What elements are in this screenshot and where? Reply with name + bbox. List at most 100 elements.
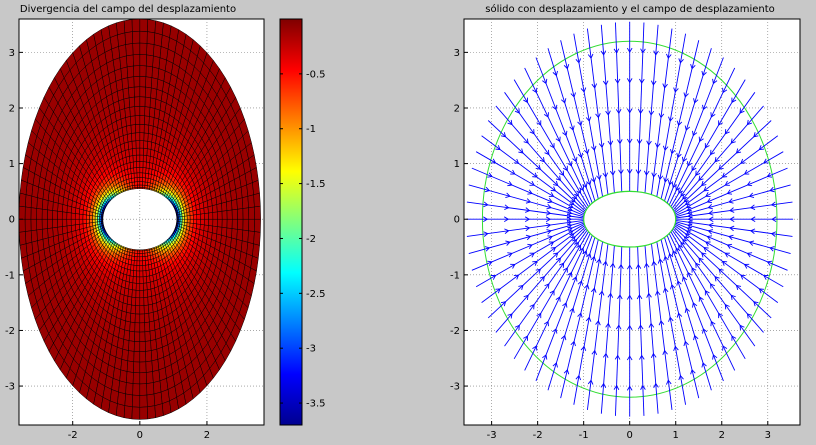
arrow-head: [682, 194, 688, 200]
mesh-cell: [139, 147, 144, 156]
arrow-head: [613, 48, 620, 54]
mesh-cell: [144, 86, 152, 99]
displacement-arrow: [615, 22, 623, 192]
mesh-cell: [153, 32, 163, 47]
displacement-arrow: [547, 48, 596, 202]
arrow-head: [662, 287, 669, 293]
mesh-cell: [132, 383, 141, 396]
mesh-cell: [125, 382, 134, 396]
mesh-cell: [147, 124, 154, 135]
arrow-head: [545, 216, 552, 223]
mesh-cell: [61, 218, 68, 227]
arrow-head: [626, 385, 633, 391]
mesh-cell: [139, 289, 145, 299]
mesh-cell: [236, 197, 244, 210]
arrow-head: [544, 283, 550, 289]
mesh-cell: [132, 394, 141, 408]
arrow-head: [553, 180, 559, 187]
mesh-cell: [136, 276, 141, 284]
displacement-arrows: [466, 21, 794, 417]
arrow-head: [676, 152, 682, 159]
colorbar-tick-label: -1.5: [306, 179, 326, 190]
arrow-head: [617, 294, 623, 300]
displacement-arrow: [524, 67, 591, 206]
arrow-head: [553, 252, 559, 258]
mesh-cell: [82, 214, 87, 220]
mesh-cell: [130, 115, 136, 126]
arrow-head: [663, 177, 669, 183]
arrow-head: [731, 335, 737, 341]
arrow-head: [591, 83, 598, 89]
arrow-head: [651, 172, 657, 178]
arrow-head: [507, 119, 513, 126]
arrow-head: [577, 152, 584, 159]
arrow-head: [687, 271, 693, 278]
arrow-head: [586, 180, 592, 186]
mesh-cell: [139, 30, 148, 44]
arrow-head: [605, 322, 611, 328]
arrow-head: [560, 98, 567, 104]
arrow-head: [536, 120, 542, 126]
arrow-head: [580, 345, 587, 352]
mesh-cell: [221, 226, 228, 237]
arrow-head: [500, 132, 507, 138]
mesh-cell: [115, 403, 126, 419]
arrow-head: [770, 231, 777, 237]
mesh-cell: [18, 231, 27, 246]
arrow-head: [525, 225, 531, 232]
mesh-cell: [121, 348, 129, 362]
displacement-arrow: [600, 24, 615, 194]
arrow-head: [698, 257, 704, 263]
arrow-head: [580, 87, 587, 93]
mesh-cell: [221, 201, 228, 212]
mesh-cell: [146, 43, 155, 57]
arrow-head: [684, 200, 691, 206]
arrow-head: [703, 247, 709, 253]
arrow-head: [555, 175, 562, 181]
arrow-head: [702, 328, 708, 334]
displacement-arrow: [524, 233, 591, 371]
arrow-head: [728, 234, 734, 241]
mesh-cell: [131, 18, 141, 32]
divergence-plot: -2 0 2 -3 -2 -1 0 1 2 3 Divergencia del campo del…: [5, 4, 265, 441]
mesh-cell: [153, 391, 163, 406]
mesh-cell: [115, 20, 126, 36]
mesh-cell: [131, 406, 141, 420]
mesh-cell: [52, 210, 58, 220]
arrow-head: [712, 354, 718, 360]
mesh-cell: [139, 351, 147, 363]
right-axis-ticks: -3 -2 -1 0 1 2 3 -3 -2 -1 0 1 2 3: [450, 48, 771, 441]
mesh-cell: [117, 391, 126, 406]
displacement-arrow: [675, 184, 791, 218]
mesh-cell: [196, 213, 201, 220]
mesh-cell: [118, 380, 127, 395]
mesh-cell: [133, 76, 141, 88]
mesh-cell: [122, 339, 130, 351]
mesh-cell: [127, 76, 135, 89]
arrow-head: [505, 240, 511, 246]
arrow-head: [749, 228, 756, 234]
arrow-head: [701, 252, 707, 258]
arrow-head: [643, 262, 650, 268]
arrow-head: [548, 192, 555, 197]
arrow-head: [562, 165, 568, 172]
displacement-arrow: [670, 79, 746, 208]
arrow-head: [529, 303, 535, 310]
arrow-head: [740, 158, 746, 164]
y-tick-label: 1: [9, 159, 15, 170]
arrow-head: [657, 174, 664, 181]
arrow-head: [602, 352, 609, 358]
mesh-cell: [57, 202, 64, 213]
mesh-cell: [139, 65, 147, 77]
arrow-head: [703, 186, 709, 192]
mesh-cell: [216, 226, 223, 236]
arrow-head: [598, 290, 605, 296]
arrow-head: [695, 262, 701, 268]
mesh-cell: [47, 209, 53, 220]
mesh-cell: [139, 260, 144, 266]
arrow-head: [635, 263, 642, 270]
arrow-head: [523, 294, 529, 300]
arrow-head: [668, 116, 674, 122]
arrow-head: [487, 172, 493, 178]
arrow-head: [637, 324, 644, 330]
